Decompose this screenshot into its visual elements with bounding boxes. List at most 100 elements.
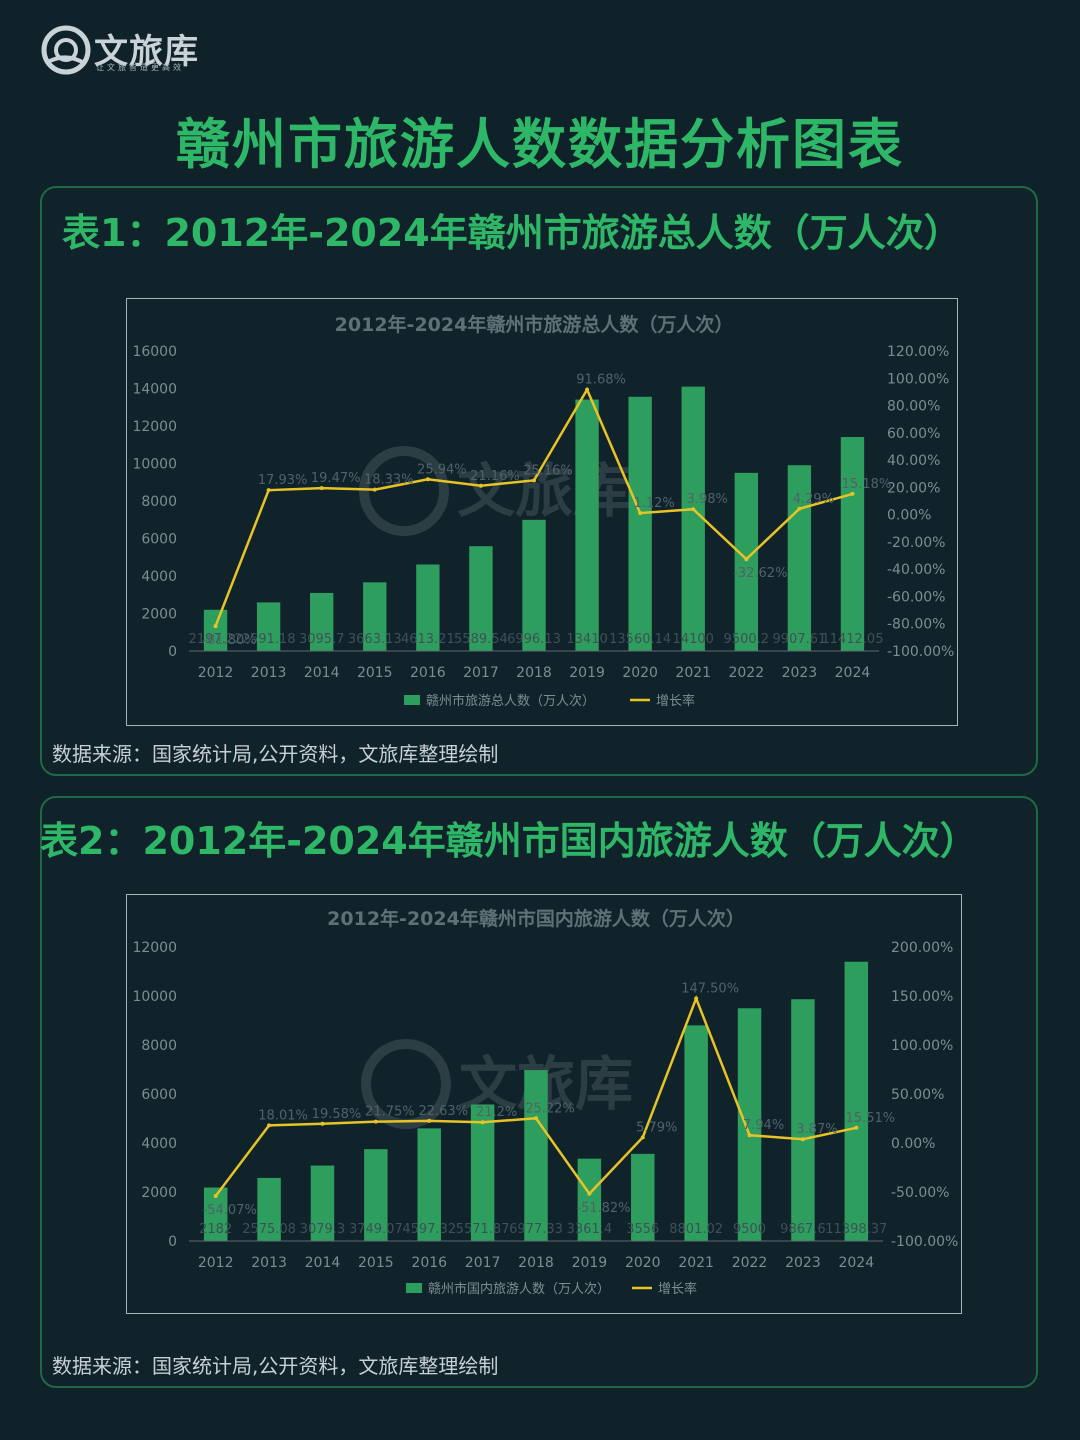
- bar: [310, 1165, 335, 1241]
- bar: [684, 1025, 708, 1241]
- y-right-tick-label: 50.00%: [891, 1087, 944, 1103]
- chart-panel-2: 表2：2012年-2024年赣州市国内旅游人数（万人次） 2012年-2024年…: [40, 796, 1038, 1388]
- bar: [524, 1070, 548, 1241]
- bar-value-label: 5589.54: [454, 632, 508, 647]
- growth-point: [534, 1116, 538, 1121]
- bar-value-label: 3079.3: [300, 1222, 346, 1237]
- legend-bar-label: 赣州市旅游总人数（万人次）: [426, 693, 595, 709]
- x-tick-label: 2013: [251, 665, 287, 681]
- growth-value-label: 21.16%: [470, 469, 520, 484]
- growth-point: [744, 557, 749, 562]
- bar: [469, 546, 493, 651]
- bar-value-label: 6977.33: [509, 1222, 563, 1237]
- growth-point: [800, 1137, 805, 1142]
- logo-swirl-icon: [41, 25, 91, 75]
- y-right-tick-label: -100.00%: [887, 644, 954, 660]
- bar-value-label: 3663.13: [348, 632, 402, 647]
- bar-value-label: 9907.61: [773, 632, 827, 647]
- y-right-tick-label: 40.00%: [887, 453, 940, 469]
- bar-value-label: 5571.87: [456, 1222, 510, 1237]
- chart-frame: 2012年-2024年赣州市旅游总人数（万人次） 文旅库 0 2000 4000 6000…: [126, 298, 958, 726]
- bar: [577, 1158, 602, 1241]
- bar-value-label: 13410: [566, 632, 607, 647]
- growth-value-label: 19.58%: [312, 1107, 362, 1122]
- x-tick-label: 2018: [516, 665, 552, 681]
- growth-point: [797, 506, 802, 511]
- growth-point: [425, 477, 430, 482]
- y-left-tick-label: 12000: [132, 940, 177, 956]
- growth-value-label: 15.51%: [846, 1111, 896, 1126]
- y-left-tick-label: 16000: [132, 344, 177, 360]
- growth-point: [320, 1121, 325, 1126]
- growth-value-label: 19.47%: [311, 471, 361, 486]
- y-right-tick-label: -20.00%: [887, 535, 945, 551]
- growth-value-label: 25.16%: [523, 463, 573, 478]
- source-note: 数据来源：国家统计局,公开资料，文旅库整理绘制: [52, 1354, 499, 1378]
- bar-value-label: 2591.18: [242, 632, 296, 647]
- x-tick-label: 2022: [728, 665, 764, 681]
- bar-value-label: 4613.21: [401, 632, 455, 647]
- y-left-tick-label: 6000: [141, 532, 177, 548]
- bar-value-label: 8801.02: [669, 1222, 723, 1237]
- bar: [417, 1128, 441, 1241]
- bar-value-label: 11412.05: [821, 632, 883, 647]
- growth-value-label: 7.94%: [743, 1118, 784, 1133]
- bar-value-label: 9867.6: [780, 1222, 826, 1237]
- growth-value-label: 91.68%: [576, 373, 626, 388]
- y-right-tick-label: -40.00%: [887, 562, 945, 578]
- y-left-tick-label: 2000: [141, 607, 177, 623]
- bar: [631, 1153, 655, 1241]
- growth-value-label: -81.80%: [202, 633, 256, 648]
- x-tick-label: 2015: [358, 1255, 394, 1271]
- x-tick-label: 2021: [678, 1255, 714, 1271]
- y-left-tick-label: 0: [168, 1234, 177, 1250]
- y-right-tick-label: 80.00%: [887, 399, 940, 415]
- bar: [416, 564, 440, 651]
- watermark-logo-icon: [359, 446, 449, 536]
- legend-bar-swatch: [406, 1283, 422, 1293]
- y-right-tick-label: 0.00%: [887, 508, 931, 524]
- growth-point: [638, 511, 643, 516]
- bar: [256, 602, 281, 651]
- growth-point: [747, 1133, 752, 1138]
- chart-title: 2012年-2024年赣州市旅游总人数（万人次）: [335, 313, 734, 336]
- bar: [257, 1177, 281, 1241]
- growth-point: [585, 387, 590, 392]
- x-tick-label: 2021: [675, 665, 711, 681]
- bar-value-label: 3095.7: [299, 632, 345, 647]
- x-tick-label: 2015: [357, 665, 393, 681]
- legend-bar-swatch: [404, 695, 420, 705]
- x-tick-label: 2016: [410, 665, 446, 681]
- x-tick-label: 2012: [198, 665, 234, 681]
- y-left-tick-label: 12000: [132, 419, 177, 435]
- growth-value-label: 25.22%: [525, 1101, 575, 1116]
- bar-value-label: 2182: [199, 1222, 232, 1237]
- bar: [470, 1104, 495, 1241]
- growth-value-label: -51.82%: [576, 1201, 630, 1216]
- bar-value-label: 3556: [626, 1222, 659, 1237]
- chart-svg: 2012年-2024年赣州市旅游总人数（万人次） 文旅库 0 2000 4000 6000…: [132, 313, 954, 709]
- bar: [734, 472, 758, 651]
- x-tick-label: 2014: [304, 665, 340, 681]
- y-right-tick-label: 20.00%: [887, 480, 940, 496]
- growth-point: [372, 487, 377, 492]
- legend-bar-label: 赣州市国内旅游人数（万人次）: [428, 1281, 610, 1297]
- bar: [364, 1149, 388, 1241]
- x-tick-label: 2012: [198, 1255, 234, 1271]
- bar: [791, 999, 815, 1241]
- bar: [203, 609, 228, 651]
- y-left-tick-label: 0: [168, 644, 177, 660]
- chart-frame: 2012年-2024年赣州市国内旅游人数（万人次）文旅库020004000600…: [126, 894, 962, 1314]
- y-right-tick-label: 200.00%: [891, 940, 953, 956]
- chart-svg: 2012年-2024年赣州市国内旅游人数（万人次）文旅库020004000600…: [132, 907, 958, 1297]
- y-left-tick-label: 8000: [141, 494, 177, 510]
- bar-value-label: 14100: [673, 632, 714, 647]
- x-tick-label: 2023: [785, 1255, 821, 1271]
- bar: [787, 465, 812, 651]
- chart-title: 2012年-2024年赣州市国内旅游人数（万人次）: [327, 907, 745, 930]
- y-right-tick-label: 0.00%: [891, 1136, 935, 1152]
- growth-value-label: 25.94%: [417, 462, 467, 477]
- growth-value-label: 21.2%: [476, 1105, 517, 1120]
- bar: [628, 396, 652, 651]
- bar: [844, 961, 869, 1241]
